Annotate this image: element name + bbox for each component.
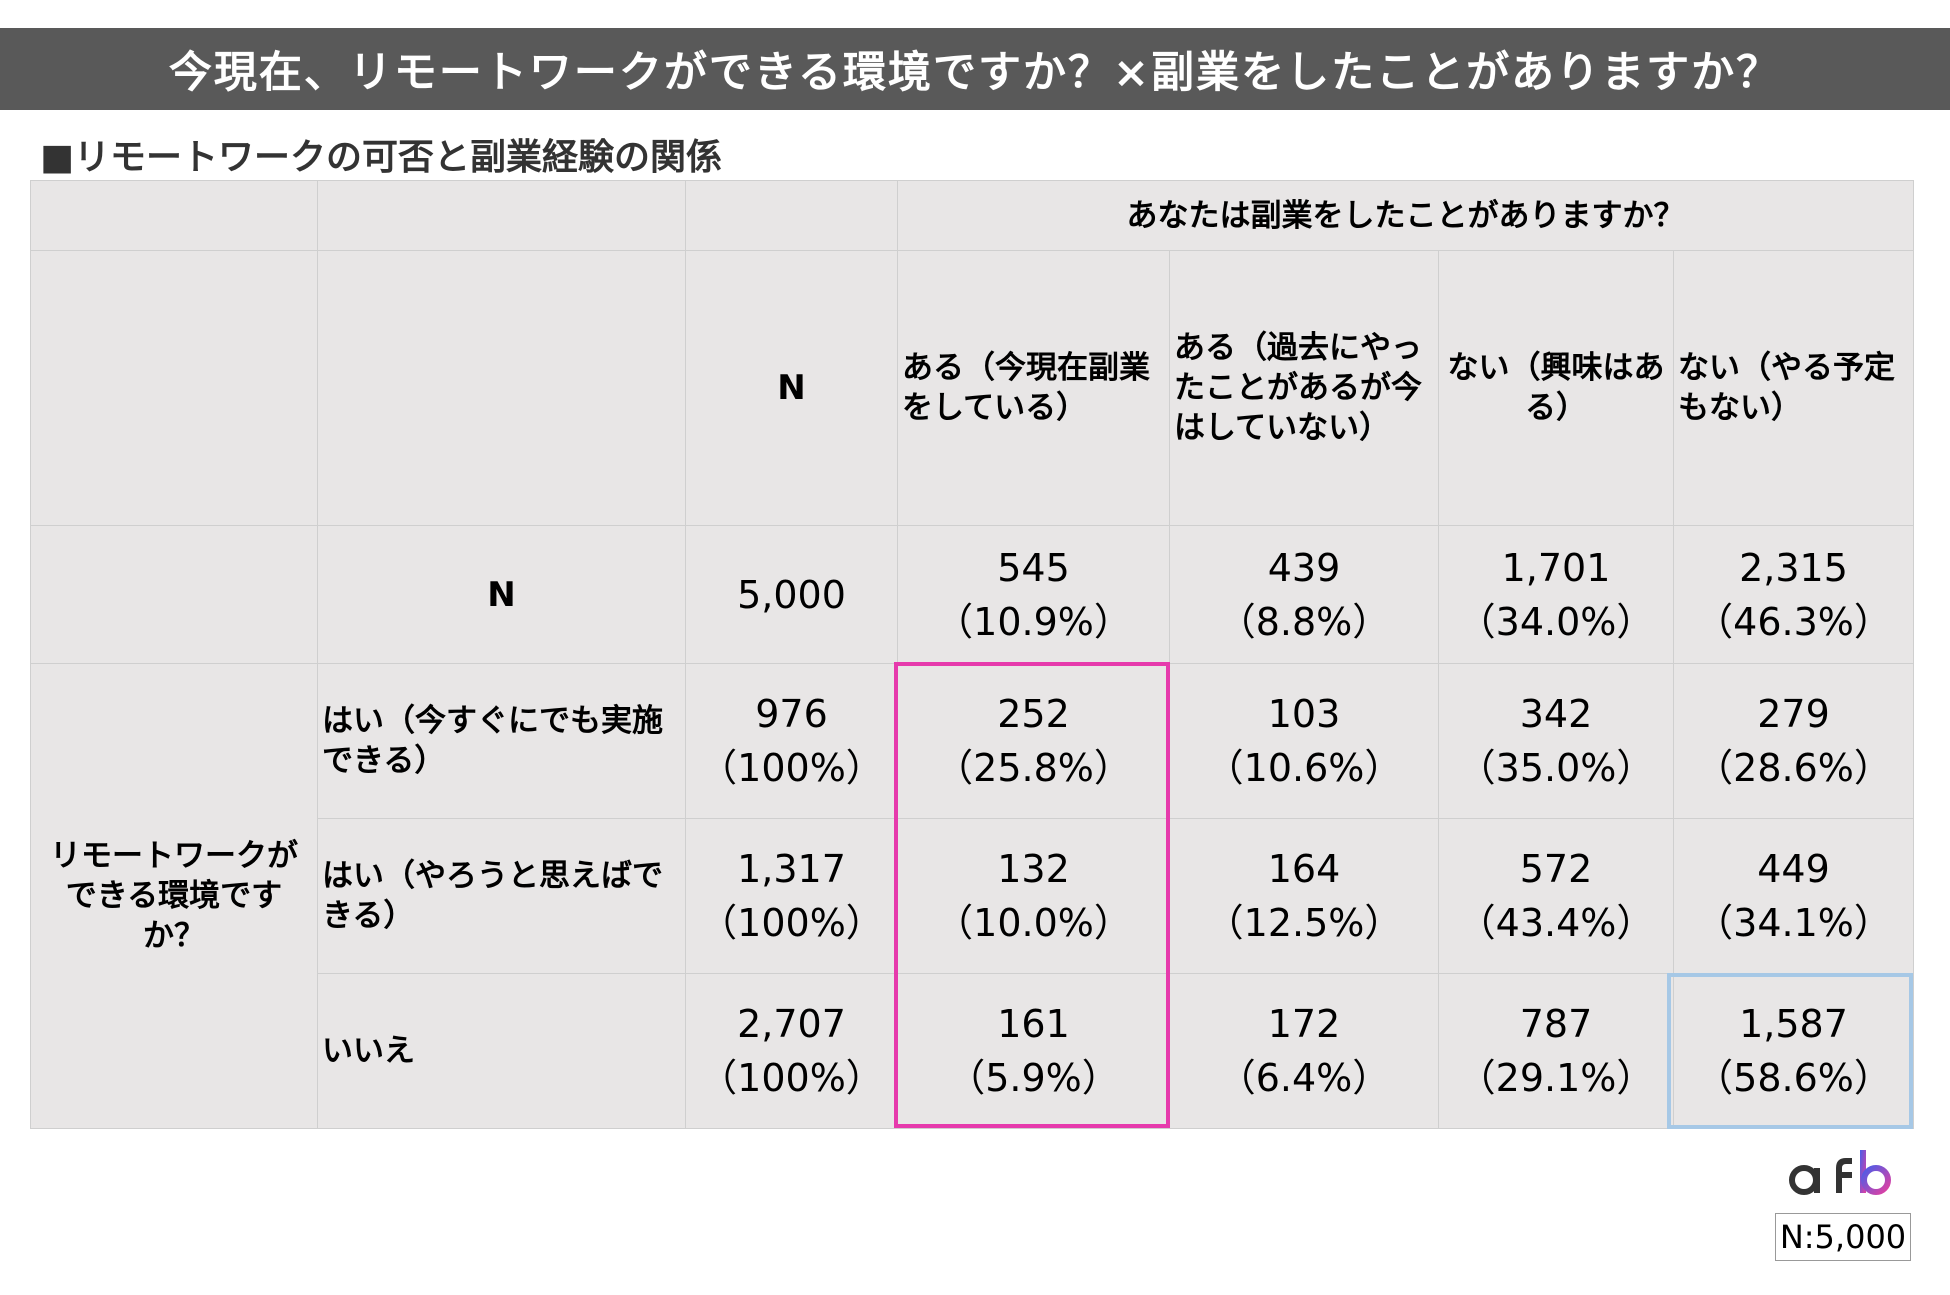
- cell-count: 2,707: [737, 1002, 846, 1046]
- column-header-interested: ない（興味はある）: [1438, 250, 1674, 526]
- table-cell: 5,000: [685, 525, 898, 664]
- cell-count: 545: [997, 545, 1070, 590]
- table-cell: 787 （29.1%）: [1438, 973, 1674, 1129]
- table-cell: 1,701 （34.0%）: [1438, 525, 1674, 664]
- cell-pct: （34.0%）: [1457, 599, 1655, 644]
- cell-pct: （10.9%）: [935, 599, 1132, 644]
- cell-count: 172: [1267, 1002, 1341, 1046]
- cell-pct: （12.5%）: [1205, 901, 1403, 945]
- total-row-label: N: [317, 525, 686, 664]
- crosstab-table: あなたは副業をしたことがありますか？ N ある（今現在副業をしている） ある（過…: [30, 180, 1914, 1129]
- cell-count: 572: [1519, 847, 1593, 891]
- table-cell: 172 （6.4%）: [1169, 973, 1439, 1129]
- cell-count: 787: [1519, 1002, 1593, 1046]
- empty-corner-cell: [30, 525, 318, 664]
- table-cell: 449 （34.1%）: [1673, 818, 1914, 974]
- table-cell: 1,587 （58.6%）: [1673, 973, 1914, 1129]
- table-cell: 439 （8.8%）: [1169, 525, 1439, 664]
- cell-pct: （35.0%）: [1457, 746, 1655, 790]
- cell-count: 103: [1267, 692, 1341, 736]
- table-cell: 132 （10.0%）: [897, 818, 1170, 974]
- page-title-text: 今現在、リモートワークができる環境ですか？×副業をしたことがありますか？: [168, 48, 1782, 98]
- column-header-current: ある（今現在副業をしている）: [897, 250, 1170, 526]
- table-cell: 164 （12.5%）: [1169, 818, 1439, 974]
- table-cell: 252 （25.8%）: [897, 663, 1170, 819]
- empty-corner-cell: [30, 180, 318, 251]
- row-label-yes-now: はい（今すぐにでも実施できる）: [317, 663, 686, 819]
- row-group-header: リモートワークができる環境ですか？: [30, 663, 318, 1129]
- cell-count: 5,000: [737, 572, 846, 617]
- column-header-past: ある（過去にやったことがあるが今はしていない）: [1169, 250, 1439, 526]
- cell-count: 439: [1267, 545, 1341, 590]
- cell-pct: （29.1%）: [1457, 1056, 1655, 1100]
- row-label-yes-possible: はい（やろうと思えばできる）: [317, 818, 686, 974]
- table-cell: 976 （100%）: [685, 663, 898, 819]
- table-subtitle: ■リモートワークの可否と副業経験の関係: [40, 137, 723, 178]
- cell-pct: （58.6%）: [1695, 1056, 1892, 1100]
- cell-pct: （8.8%）: [1217, 599, 1391, 644]
- cell-count: 1,317: [737, 847, 846, 891]
- cell-count: 1,701: [1501, 545, 1611, 590]
- cell-count: 342: [1519, 692, 1593, 736]
- page-title: 今現在、リモートワークができる環境ですか？×副業をしたことがありますか？: [0, 28, 1950, 110]
- cell-pct: （10.6%）: [1205, 746, 1403, 790]
- cell-count: 279: [1757, 692, 1830, 736]
- cell-pct: （25.8%）: [935, 746, 1132, 790]
- cell-count: 449: [1757, 847, 1830, 891]
- column-header-n: N: [685, 250, 898, 526]
- table-cell: 1,317 （100%）: [685, 818, 898, 974]
- table-cell: 161 （5.9%）: [897, 973, 1170, 1129]
- cell-count: 164: [1267, 847, 1341, 891]
- cell-count: 2,315: [1739, 545, 1848, 590]
- cell-count: 976: [755, 692, 828, 736]
- row-label-no: いいえ: [317, 973, 686, 1129]
- column-header-no-plan: ない（やる予定もない）: [1673, 250, 1914, 526]
- crosstab-table-wrapper: あなたは副業をしたことがありますか？ N ある（今現在副業をしている） ある（過…: [30, 180, 1914, 1129]
- empty-corner-cell: [317, 250, 686, 526]
- cell-pct: （10.0%）: [935, 901, 1132, 945]
- cell-count: 132: [997, 847, 1070, 891]
- table-cell: 545 （10.9%）: [897, 525, 1170, 664]
- table-cell: 342 （35.0%）: [1438, 663, 1674, 819]
- cell-pct: （5.9%）: [947, 1056, 1120, 1100]
- cell-pct: （100%）: [699, 901, 884, 945]
- cell-pct: （100%）: [699, 1056, 884, 1100]
- empty-corner-cell: [30, 250, 318, 526]
- cell-pct: （100%）: [699, 746, 884, 790]
- cell-count: 1,587: [1739, 1002, 1848, 1046]
- sample-size-box: N:5,000: [1775, 1213, 1911, 1261]
- cell-pct: （28.6%）: [1695, 746, 1892, 790]
- column-group-header: あなたは副業をしたことがありますか？: [897, 180, 1914, 251]
- table-cell: 103 （10.6%）: [1169, 663, 1439, 819]
- table-cell: 2,315 （46.3%）: [1673, 525, 1914, 664]
- afb-logo: [1789, 1150, 1891, 1195]
- cell-pct: （34.1%）: [1695, 901, 1892, 945]
- empty-corner-cell: [317, 180, 686, 251]
- cell-pct: （43.4%）: [1457, 901, 1655, 945]
- cell-count: 252: [997, 692, 1070, 736]
- cell-pct: （46.3%）: [1695, 599, 1892, 644]
- table-cell: 279 （28.6%）: [1673, 663, 1914, 819]
- table-cell: 572 （43.4%）: [1438, 818, 1674, 974]
- cell-pct: （6.4%）: [1217, 1056, 1391, 1100]
- cell-count: 161: [997, 1002, 1070, 1046]
- table-cell: 2,707 （100%）: [685, 973, 898, 1129]
- empty-corner-cell: [685, 180, 898, 251]
